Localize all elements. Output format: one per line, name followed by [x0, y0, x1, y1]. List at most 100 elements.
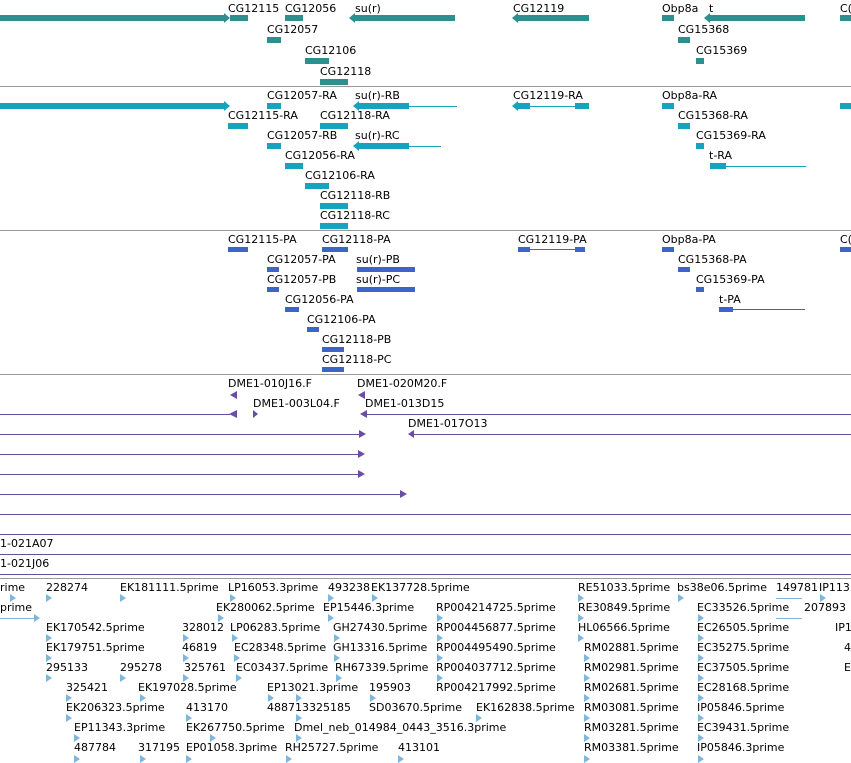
est-marker[interactable] — [183, 654, 189, 662]
transcript-feature-c[interactable] — [840, 103, 851, 109]
protein-feature-cg12119-pa[interactable] — [518, 247, 530, 252]
protein-feature-obp8a-pa[interactable] — [662, 247, 674, 252]
protein-feature-cg12118-pa[interactable] — [322, 247, 348, 252]
est-marker[interactable] — [186, 714, 192, 722]
est-marker[interactable] — [370, 694, 376, 702]
clone-end-marker[interactable] — [360, 410, 367, 418]
est-marker[interactable] — [74, 734, 80, 742]
clone-end-marker[interactable] — [358, 450, 365, 458]
est-marker[interactable] — [578, 634, 584, 642]
est-marker[interactable] — [584, 694, 590, 702]
est-marker[interactable] — [10, 594, 16, 602]
transcript-feature-cg15368-ra[interactable] — [678, 123, 690, 129]
protein-feature-sur-pb[interactable] — [357, 267, 415, 272]
est-marker[interactable] — [74, 755, 80, 763]
est-marker[interactable] — [230, 594, 236, 602]
protein-feature-cg12119-pa-b[interactable] — [575, 247, 585, 252]
est-marker[interactable] — [268, 694, 274, 702]
transcript-feature-cg12118-rc[interactable] — [320, 223, 348, 229]
est-marker[interactable] — [398, 755, 404, 763]
gene-feature-cg12056[interactable] — [285, 15, 303, 21]
transcript-feature-cg15369-ra[interactable] — [696, 143, 704, 149]
est-marker[interactable] — [678, 594, 684, 602]
est-marker[interactable] — [46, 654, 52, 662]
clone-end-marker[interactable] — [230, 391, 237, 399]
gene-feature-cg12106[interactable] — [305, 58, 329, 64]
transcript-feature-cg12056-ra[interactable] — [285, 163, 303, 169]
protein-feature-t-pa[interactable] — [719, 307, 733, 312]
gene-feature-cg15368[interactable] — [678, 37, 690, 43]
clone-end-marker[interactable] — [359, 430, 366, 438]
est-marker[interactable] — [186, 755, 192, 763]
clone-end-marker[interactable] — [229, 410, 237, 418]
protein-feature-cg15369-pa[interactable] — [696, 287, 704, 292]
gene-feature-cg12119[interactable] — [518, 15, 589, 21]
est-marker[interactable] — [698, 654, 704, 662]
est-marker[interactable] — [296, 734, 302, 742]
est-marker[interactable] — [578, 594, 584, 602]
est-marker[interactable] — [584, 734, 590, 742]
transcript-feature[interactable] — [0, 103, 226, 109]
transcript-feature-cg12119-ra-b[interactable] — [575, 103, 589, 109]
est-marker[interactable] — [698, 634, 704, 642]
protein-feature-cg12106-pa[interactable] — [307, 327, 319, 332]
protein-feature-cg12057-pa[interactable] — [267, 267, 279, 272]
est-marker[interactable] — [698, 694, 704, 702]
transcript-feature-sur-rb[interactable] — [359, 103, 409, 109]
clone-end-marker[interactable] — [358, 470, 365, 478]
transcript-feature-cg12115-ra[interactable] — [228, 123, 248, 129]
transcript-feature-cg12057-rb[interactable] — [267, 143, 281, 149]
est-marker[interactable] — [584, 714, 590, 722]
est-marker[interactable] — [584, 674, 590, 682]
est-marker[interactable] — [372, 594, 378, 602]
est-marker[interactable] — [218, 614, 224, 622]
gene-feature-t[interactable] — [710, 15, 805, 21]
transcript-feature-cg12106-ra[interactable] — [305, 183, 329, 189]
est-marker[interactable] — [46, 634, 52, 642]
protein-feature-c[interactable] — [840, 247, 851, 252]
protein-feature-cg12118-pb[interactable] — [322, 347, 344, 352]
est-marker[interactable] — [437, 674, 443, 682]
clone-end-marker[interactable] — [253, 410, 258, 418]
est-marker[interactable] — [437, 614, 443, 622]
transcript-feature-cg12119-ra[interactable] — [518, 103, 530, 109]
est-marker[interactable] — [210, 734, 216, 742]
est-marker[interactable] — [286, 755, 292, 763]
est-marker[interactable] — [698, 734, 704, 742]
est-marker[interactable] — [140, 755, 146, 763]
est-marker[interactable] — [328, 594, 334, 602]
gene-feature-cg12118[interactable] — [320, 79, 348, 85]
est-marker[interactable] — [820, 594, 826, 602]
est-marker[interactable] — [296, 714, 302, 722]
est-marker[interactable] — [698, 674, 704, 682]
est-marker[interactable] — [336, 674, 342, 682]
protein-feature-cg12056-pa[interactable] — [285, 307, 299, 312]
est-marker[interactable] — [46, 674, 52, 682]
est-marker[interactable] — [584, 755, 590, 763]
est-marker[interactable] — [34, 614, 40, 622]
est-marker[interactable] — [334, 634, 340, 642]
est-marker[interactable] — [328, 614, 334, 622]
transcript-feature-sur-rc[interactable] — [359, 143, 409, 149]
transcript-feature-t-ra[interactable] — [710, 163, 726, 169]
protein-feature-sur-pc[interactable] — [357, 287, 415, 292]
est-marker[interactable] — [437, 634, 443, 642]
est-marker[interactable] — [183, 674, 189, 682]
gene-feature-obp8a[interactable] — [662, 15, 674, 21]
est-marker[interactable] — [698, 755, 704, 763]
transcript-feature-cg12118-ra[interactable] — [320, 123, 348, 129]
protein-feature-cg15368-pa[interactable] — [678, 267, 690, 272]
gene-feature-c[interactable] — [840, 15, 851, 21]
est-marker[interactable] — [437, 654, 443, 662]
clone-end-marker[interactable] — [400, 490, 407, 498]
est-marker[interactable] — [140, 694, 146, 702]
protein-feature-cg12057-pb[interactable] — [267, 287, 279, 292]
est-marker[interactable] — [698, 714, 704, 722]
est-marker[interactable] — [232, 634, 238, 642]
gene-feature[interactable] — [0, 15, 226, 21]
transcript-feature-obp8a-ra[interactable] — [662, 103, 674, 109]
est-marker[interactable] — [120, 674, 126, 682]
est-marker[interactable] — [334, 654, 340, 662]
est-marker[interactable] — [584, 654, 590, 662]
clone-end-marker[interactable] — [408, 430, 414, 438]
